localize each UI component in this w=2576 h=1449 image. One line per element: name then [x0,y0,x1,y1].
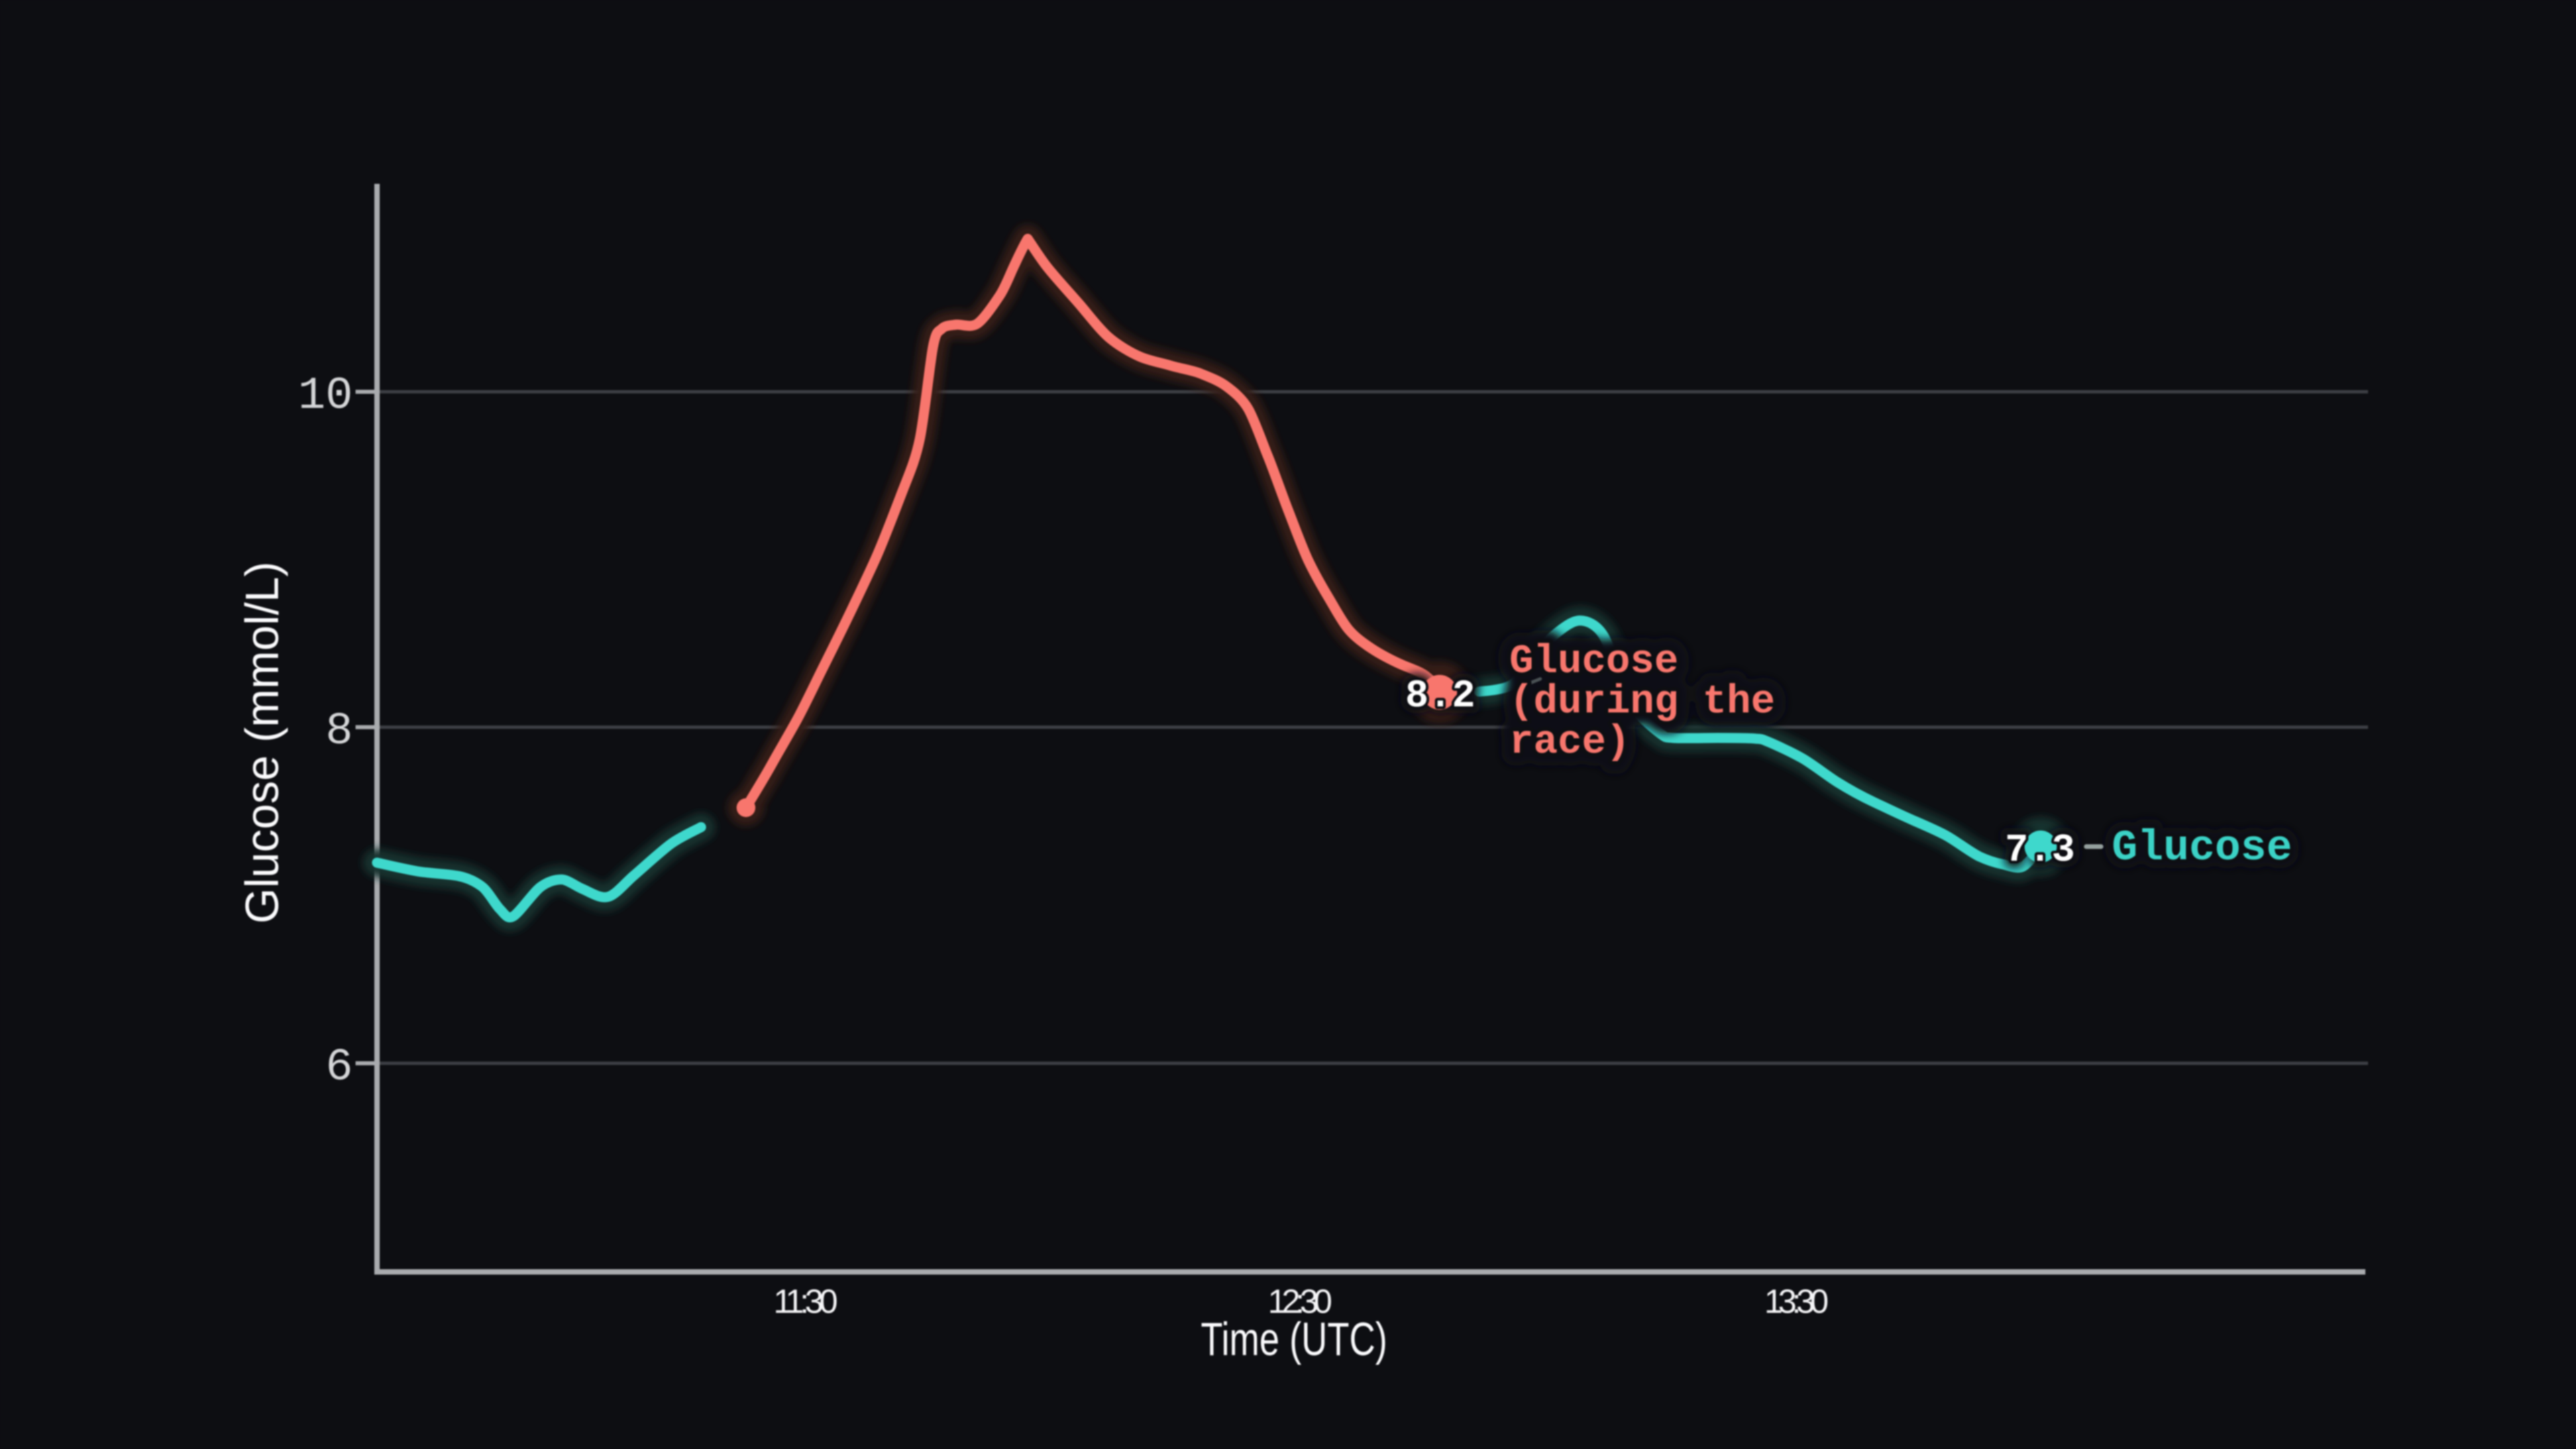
svg-text:Glucose: Glucose [1509,639,1678,685]
svg-text:10: 10 [298,370,353,422]
svg-text:7.3: 7.3 [2005,829,2075,873]
svg-text:Glucose: Glucose [2112,824,2292,873]
svg-text:11:30: 11:30 [773,1283,838,1320]
svg-text:6: 6 [325,1042,353,1093]
svg-text:(during the: (during the [1509,680,1775,725]
svg-text:Glucose: Glucose [2112,824,2292,873]
svg-text:Glucose (mmol/L): Glucose (mmol/L) [236,561,288,924]
svg-text:8: 8 [325,706,353,757]
svg-text:8.2: 8.2 [1405,675,1475,718]
svg-text:13:30: 13:30 [1764,1283,1829,1320]
svg-text:Time (UTC): Time (UTC) [1201,1313,1387,1365]
svg-text:race): race) [1509,720,1630,765]
svg-text:12:30: 12:30 [1268,1283,1332,1320]
